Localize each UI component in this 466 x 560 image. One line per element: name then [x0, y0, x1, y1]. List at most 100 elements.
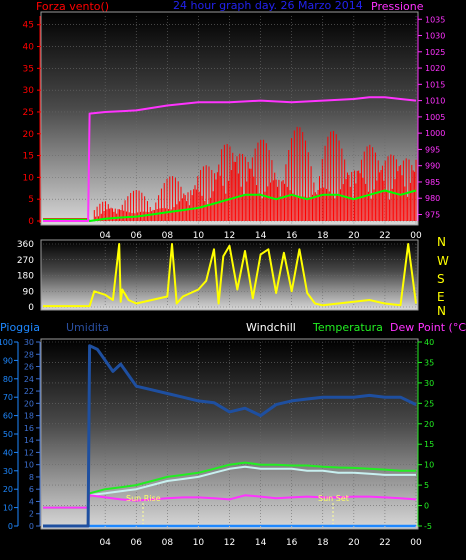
- rain-y-tick-label: 70: [3, 393, 13, 402]
- direction-letter: N: [437, 304, 446, 318]
- humidity-y-tick-label: 4: [29, 497, 34, 506]
- humidity-y-tick-label: 18: [24, 412, 34, 421]
- direction-letter: N: [437, 235, 446, 249]
- panel3-x-tick-label: 12: [224, 538, 235, 548]
- humidity-y-tick-label: 16: [24, 424, 34, 433]
- panel1-x-tick-label: 10: [193, 231, 205, 241]
- temperature-y-tick-label: -5: [424, 522, 432, 531]
- temperature-label: Temperatura: [312, 321, 383, 334]
- direction-y-tick-label: 270: [17, 256, 34, 266]
- direction-letter: E: [437, 290, 445, 304]
- pressure-y-tick-label: 980: [425, 194, 440, 203]
- temperature-y-tick-label: 40: [424, 338, 434, 347]
- panel1-x-tick-label: 16: [286, 231, 298, 241]
- panel1-x-tick-label: 00: [410, 231, 422, 241]
- pressure-y-tick-label: 1035: [425, 15, 445, 24]
- humidity-y-tick-label: 10: [24, 461, 34, 470]
- wind-y-tick-label: 5: [28, 195, 34, 205]
- panel1-x-tick-label: 18: [317, 231, 329, 241]
- rain-label: Pioggia: [0, 321, 40, 334]
- pressure-y-tick-label: 995: [425, 145, 440, 154]
- pressure-y-tick-label: 975: [425, 210, 440, 219]
- pressure-label: Pressione: [371, 0, 424, 13]
- pressure-y-tick-label: 985: [425, 178, 440, 187]
- humidity-y-tick-label: 8: [29, 473, 34, 482]
- temperature-y-tick-label: 5: [424, 481, 429, 490]
- panel3-x-tick-label: 22: [379, 538, 390, 548]
- pressure-y-tick-label: 1010: [425, 97, 445, 106]
- wind-y-tick-label: 35: [23, 64, 34, 74]
- humidity-y-tick-label: 20: [24, 399, 34, 408]
- wind-y-tick-label: 30: [23, 86, 35, 96]
- sunrise-label: Sun Rise: [126, 494, 161, 503]
- wind-y-tick-label: 15: [23, 152, 34, 162]
- direction-y-tick-label: 180: [17, 272, 34, 282]
- humidity-y-tick-label: 24: [24, 375, 34, 384]
- wind-y-tick-label: 45: [23, 21, 34, 31]
- humidity-y-tick-label: 0: [29, 522, 34, 531]
- humidity-y-tick-label: 28: [24, 350, 34, 359]
- wind-y-tick-label: 40: [23, 43, 35, 53]
- humidity-y-tick-label: 14: [24, 436, 34, 445]
- rain-y-tick-label: 50: [3, 430, 13, 439]
- rain-y-tick-label: 20: [3, 485, 13, 494]
- panel1-x-tick-label: 04: [99, 231, 111, 241]
- direction-y-tick-label: 0: [28, 303, 34, 313]
- rain-y-tick-label: 80: [3, 375, 13, 384]
- windchill-line: [43, 465, 416, 509]
- pressure-y-tick-label: 1020: [425, 64, 445, 73]
- humidity-line: [43, 344, 417, 528]
- rain-y-tick-label: 40: [3, 448, 13, 457]
- panel1-x-tick-label: 12: [224, 231, 235, 241]
- windchill-label: Windchill: [246, 321, 296, 334]
- rain-y-tick-label: 100: [0, 338, 13, 347]
- pressure-line: [43, 96, 417, 222]
- sunset-label: Sun Set: [318, 494, 349, 503]
- humidity-y-tick-label: 6: [29, 485, 34, 494]
- pressure-y-tick-label: 1030: [425, 32, 445, 41]
- panel1-x-tick-label: 22: [379, 231, 390, 241]
- wind-y-tick-label: 10: [23, 173, 35, 183]
- panel3-x-tick-label: 20: [348, 538, 360, 548]
- dewpoint-label: Dew Point (°C): [390, 321, 466, 334]
- temperature-y-tick-label: 10: [424, 461, 434, 470]
- wind-y-tick-label: 0: [28, 217, 34, 227]
- pressure-y-tick-label: 1005: [425, 113, 445, 122]
- rain-y-tick-label: 0: [8, 522, 13, 531]
- wind-average-line: [43, 189, 417, 222]
- temperature-line: [43, 461, 416, 509]
- panel1-x-tick-label: 08: [162, 231, 174, 241]
- panel1-x-tick-label: 20: [348, 231, 360, 241]
- humidity-y-tick-label: 22: [24, 387, 34, 396]
- panel3-x-tick-label: 14: [255, 538, 267, 548]
- panel3-x-tick-label: 08: [162, 538, 174, 548]
- pressure-y-tick-label: 1025: [425, 48, 445, 57]
- panel1-x-tick-label: 14: [255, 231, 267, 241]
- temperature-humidity-panel: [40, 338, 419, 530]
- humidity-label: Umidita: [66, 321, 109, 334]
- panel3-x-tick-label: 18: [317, 538, 329, 548]
- panel1-x-tick-label: 06: [131, 231, 143, 241]
- panel3-x-tick-label: 10: [193, 538, 205, 548]
- direction-y-tick-label: 360: [17, 240, 34, 250]
- direction-letter: S: [437, 272, 445, 286]
- wind-y-tick-label: 20: [23, 130, 35, 140]
- pressure-y-tick-label: 1000: [425, 129, 445, 138]
- humidity-y-tick-label: 2: [29, 510, 34, 519]
- rain-y-tick-label: 60: [3, 412, 13, 421]
- panel3-x-tick-label: 00: [410, 538, 422, 548]
- panel3-x-tick-label: 04: [99, 538, 111, 548]
- temperature-y-tick-label: 15: [424, 440, 434, 449]
- rain-y-tick-label: 90: [3, 356, 13, 365]
- wind-direction-line: [43, 243, 417, 308]
- humidity-y-tick-label: 30: [24, 338, 34, 347]
- rain-y-tick-label: 30: [3, 467, 13, 476]
- wind-y-tick-label: 25: [23, 108, 34, 118]
- temperature-y-tick-label: 0: [424, 502, 429, 511]
- temperature-y-tick-label: 30: [424, 379, 434, 388]
- dewpoint-line: [43, 494, 417, 509]
- humidity-y-tick-label: 12: [24, 448, 34, 457]
- pressure-y-tick-label: 990: [425, 162, 440, 171]
